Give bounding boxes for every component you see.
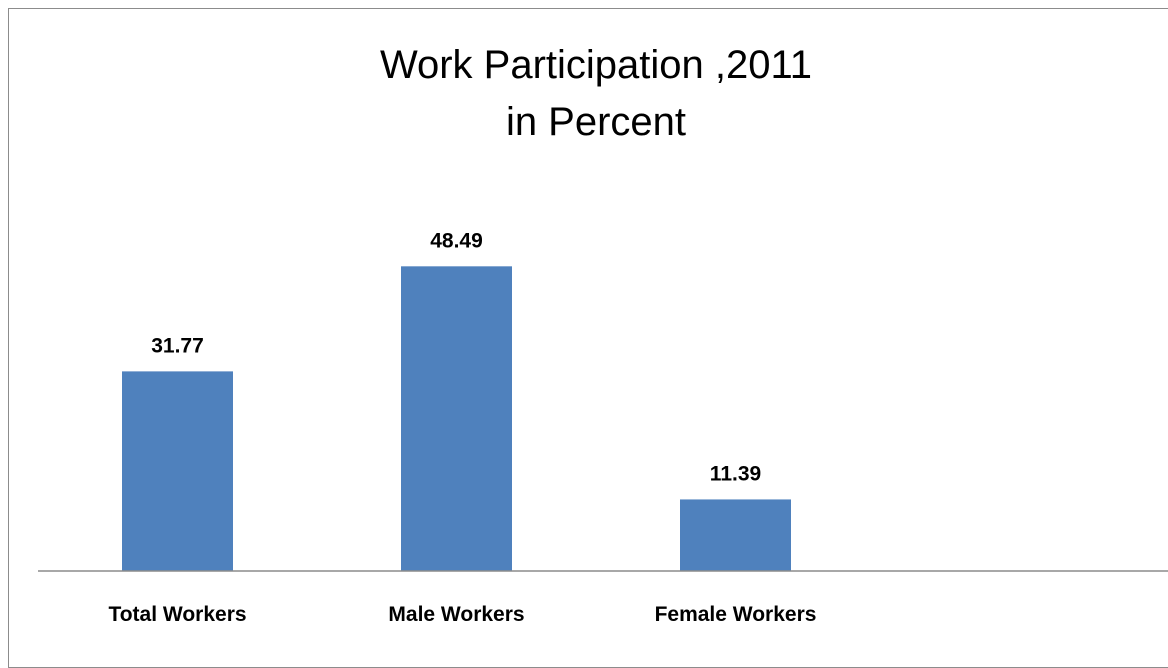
bars-layer: 31.77 Total Workers 48.49 Male Workers 11.39…: [108, 229, 816, 626]
data-label-total-workers: 31.77: [151, 334, 204, 357]
category-label-female-workers: Female Workers: [655, 603, 817, 626]
chart-title-line-2: in Percent: [506, 100, 686, 144]
bar-male-workers: [401, 266, 512, 571]
chart-title-line-1: Work Participation ,2011: [380, 43, 812, 87]
bar-female-workers: [680, 499, 791, 571]
data-label-female-workers: 11.39: [710, 462, 761, 485]
category-label-male-workers: Male Workers: [388, 603, 524, 626]
bar-chart: Work Participation ,2011 in Percent 31.7…: [38, 43, 1168, 626]
bar-total-workers: [122, 371, 233, 571]
data-label-male-workers: 48.49: [430, 229, 483, 252]
category-label-total-workers: Total Workers: [108, 603, 246, 626]
